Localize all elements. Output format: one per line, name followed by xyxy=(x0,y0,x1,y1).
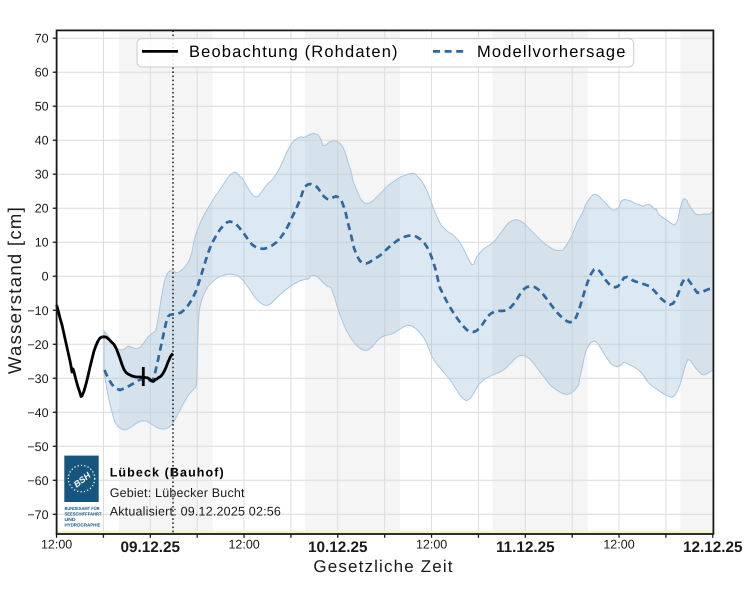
svg-text:−50: −50 xyxy=(27,440,48,454)
svg-text:SEESCHIFFFAHRT: SEESCHIFFFAHRT xyxy=(65,511,102,516)
svg-text:12:00: 12:00 xyxy=(41,538,72,552)
svg-text:Aktualisiert: 09.12.2025 02:56: Aktualisiert: 09.12.2025 02:56 xyxy=(110,505,281,519)
svg-text:12:00: 12:00 xyxy=(603,538,634,552)
svg-text:09.12.25: 09.12.25 xyxy=(121,539,181,556)
svg-text:60: 60 xyxy=(35,66,49,80)
svg-text:−70: −70 xyxy=(27,508,48,522)
svg-text:Modellvorhersage: Modellvorhersage xyxy=(477,43,627,61)
svg-text:10.12.25: 10.12.25 xyxy=(308,539,368,556)
svg-text:−20: −20 xyxy=(27,338,48,352)
svg-text:10: 10 xyxy=(35,236,49,250)
svg-text:−30: −30 xyxy=(27,372,48,386)
svg-text:HYDROGRAPHIE: HYDROGRAPHIE xyxy=(65,522,101,527)
svg-text:12.12.25: 12.12.25 xyxy=(683,539,743,556)
svg-text:−10: −10 xyxy=(27,304,48,318)
svg-text:BUNDESAMT FÜR: BUNDESAMT FÜR xyxy=(65,506,101,511)
svg-text:0: 0 xyxy=(42,270,49,284)
svg-text:12:00: 12:00 xyxy=(228,538,259,552)
svg-text:−60: −60 xyxy=(27,474,48,488)
svg-text:20: 20 xyxy=(35,202,49,216)
svg-text:Gebiet: Lübecker Bucht: Gebiet: Lübecker Bucht xyxy=(110,486,245,500)
svg-text:40: 40 xyxy=(35,134,49,148)
svg-text:30: 30 xyxy=(35,168,49,182)
svg-text:−40: −40 xyxy=(27,406,48,420)
svg-text:50: 50 xyxy=(35,100,49,114)
svg-text:11.12.25: 11.12.25 xyxy=(496,539,555,556)
svg-text:70: 70 xyxy=(35,32,49,46)
svg-text:Gesetzliche Zeit: Gesetzliche Zeit xyxy=(313,557,453,576)
svg-text:Wasserstand [cm]: Wasserstand [cm] xyxy=(4,206,25,374)
svg-text:Lübeck (Bauhof): Lübeck (Bauhof) xyxy=(110,466,225,480)
svg-text:12:00: 12:00 xyxy=(416,538,447,552)
svg-text:Beobachtung (Rohdaten): Beobachtung (Rohdaten) xyxy=(189,43,399,61)
svg-text:UND: UND xyxy=(65,517,77,522)
